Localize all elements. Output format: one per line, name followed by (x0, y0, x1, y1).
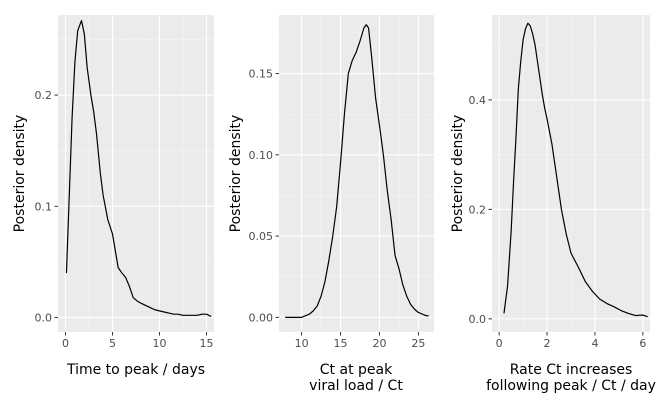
y-axis-title: Posterior density (450, 115, 466, 233)
panel-ct-at-peak: 10 15 20 25 0.00 0.05 0.10 0.15 Ct at peakviral … (228, 15, 434, 394)
y-tick-label: 0.4 (469, 94, 487, 107)
y-tick-label: 0.10 (249, 149, 274, 162)
x-tick-label: 5 (109, 337, 116, 350)
x-axis-title: viral load / Ct (309, 378, 403, 394)
panel-rate-ct-increases: 0 2 4 6 0.0 0.2 0.4 Rate Ct increasesfollowing … (450, 15, 656, 394)
x-axis-title: Ct at peak (320, 362, 393, 378)
x-axis-title: Rate Ct increases (510, 362, 633, 378)
x-tick-label: 10 (295, 337, 309, 350)
density-curve (503, 22, 648, 318)
x-tick-label: 10 (152, 337, 166, 350)
y-tick-label: 0.05 (249, 230, 274, 243)
x-tick-label: 4 (591, 337, 598, 350)
y-tick-label: 0.2 (469, 203, 487, 216)
y-tick-label: 0.0 (469, 313, 487, 326)
y-axis-title: Posterior density (12, 115, 28, 233)
panel-time-to-peak: 0 5 10 15 0.0 0.1 0.2 Time to peak / days Poster… (12, 15, 214, 378)
x-tick-label: 0 (496, 337, 503, 350)
x-tick-label: 15 (334, 337, 348, 350)
x-tick-label: 6 (639, 337, 646, 350)
x-axis-title: following peak / Ct / day (486, 378, 656, 394)
x-tick-label: 20 (372, 337, 386, 350)
density-curve (65, 19, 212, 317)
y-tick-label: 0.00 (249, 311, 274, 324)
x-tick-label: 2 (544, 337, 551, 350)
y-axis-title: Posterior density (228, 115, 244, 233)
y-tick-label: 0.1 (35, 200, 53, 213)
panel-background (279, 15, 434, 332)
y-tick-label: 0.0 (35, 312, 53, 325)
x-tick-label: 0 (62, 337, 69, 350)
y-tick-label: 0.15 (249, 68, 274, 81)
y-tick-label: 0.2 (35, 89, 53, 102)
x-tick-label: 25 (411, 337, 425, 350)
x-axis-title: Time to peak / days (66, 362, 205, 378)
x-tick-label: 15 (199, 337, 213, 350)
density-curve (285, 24, 429, 318)
